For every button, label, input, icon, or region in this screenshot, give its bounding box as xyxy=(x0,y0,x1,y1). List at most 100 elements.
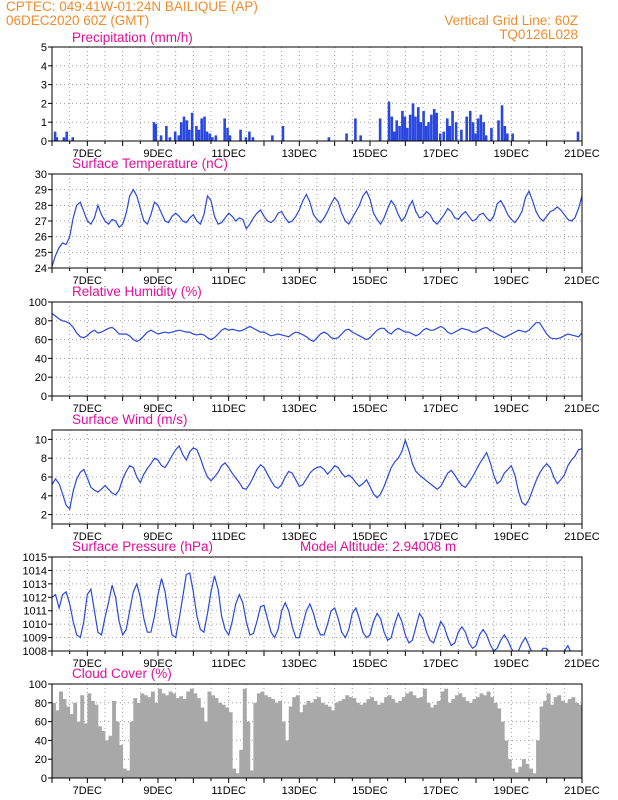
cloud-bar xyxy=(115,721,120,778)
precipitation-bar xyxy=(197,129,201,141)
temperature-ytick-label: 27 xyxy=(35,216,47,228)
cloud-bar xyxy=(66,706,71,778)
cloud-bar xyxy=(327,706,332,778)
wind-ytick-label: 4 xyxy=(41,491,47,503)
humidity-xtick-label: 15DEC xyxy=(352,403,388,415)
cloud-bar xyxy=(331,710,336,778)
cloud-bar xyxy=(444,688,449,778)
precipitation-bar xyxy=(205,131,209,141)
temperature-ytick-label: 28 xyxy=(35,200,47,212)
cloud-bar xyxy=(362,702,367,778)
cloud-bar xyxy=(179,696,184,778)
cloud-bar xyxy=(158,688,162,778)
precipitation-bar xyxy=(419,122,423,141)
humidity-title: Relative Humidity (%) xyxy=(72,284,202,299)
cloud-bar xyxy=(55,710,60,778)
cloud-bar xyxy=(278,700,283,778)
cloud-bar xyxy=(532,773,537,778)
precipitation-bar xyxy=(432,109,436,141)
precipitation-bar xyxy=(165,125,168,141)
cloud-bar xyxy=(338,700,343,778)
cloud-bar xyxy=(398,700,403,778)
cloud-bar xyxy=(560,700,565,778)
precipitation-bar xyxy=(506,133,509,141)
cloud-bar xyxy=(543,700,548,778)
cloud-bar xyxy=(493,702,498,778)
humidity-grid xyxy=(52,302,582,396)
precipitation-bar xyxy=(223,118,226,141)
pressure-ytick-label: 1014 xyxy=(23,565,47,577)
pressure-title: Surface Pressure (hPa) xyxy=(72,539,213,554)
cloud-bar xyxy=(288,706,293,778)
cloud-bar xyxy=(59,691,63,778)
precipitation-bar xyxy=(416,107,420,141)
cloud-bar xyxy=(214,698,219,778)
temperature-ytick-label: 25 xyxy=(35,247,47,259)
cloud-ytick-label: 80 xyxy=(35,698,47,710)
cloud-bar xyxy=(232,768,237,778)
temperature-xtick-label: 19DEC xyxy=(494,275,530,287)
cloud-bar xyxy=(550,704,555,778)
precipitation-bar xyxy=(208,133,212,141)
humidity-xtick-label: 13DEC xyxy=(282,403,318,415)
cloud-bar xyxy=(553,697,558,778)
cloud-bar xyxy=(73,702,78,778)
precipitation-xtick-label: 11DEC xyxy=(211,148,246,160)
cloud-bar xyxy=(546,693,551,778)
cloud-bar xyxy=(182,699,187,778)
cloud-title: Cloud Cover (%) xyxy=(72,666,172,681)
cloud-bar xyxy=(264,695,268,778)
humidity-xtick-label: 11DEC xyxy=(211,403,246,415)
pressure-xtick-label: 9DEC xyxy=(143,658,172,670)
pressure-xtick-label: 17DEC xyxy=(423,658,459,670)
cloud-bar xyxy=(490,697,495,778)
cloud-bar xyxy=(511,768,516,778)
precipitation-bar xyxy=(195,125,198,141)
precipitation-ytick-label: 3 xyxy=(41,80,47,92)
cloud-bar xyxy=(401,697,406,778)
precipitation-bar xyxy=(281,125,285,141)
cloud-bar xyxy=(168,691,173,778)
cloud-bar xyxy=(101,731,106,778)
cloud-xtick-label: 13DEC xyxy=(282,785,318,797)
precipitation-bar xyxy=(398,125,401,141)
cloud-bar xyxy=(196,698,201,778)
wind-xtick-label: 11DEC xyxy=(211,531,246,543)
cloud-bar xyxy=(426,702,431,778)
pressure-ytick-label: 1015 xyxy=(23,552,47,564)
precipitation-bar xyxy=(390,116,394,141)
panel-pressure: Surface Pressure (hPa) Model Altitude: 2.… xyxy=(23,539,600,670)
cloud-bar xyxy=(377,704,381,778)
precipitation-ytick-label: 4 xyxy=(41,61,47,73)
cloud-bar xyxy=(525,763,530,778)
cloud-bar xyxy=(483,695,487,778)
cloud-bar xyxy=(309,702,314,778)
pressure-xtick-label: 7DEC xyxy=(73,658,102,670)
cloud-bar xyxy=(370,697,374,778)
wind-xtick-label: 15DEC xyxy=(352,531,388,543)
precipitation-bar xyxy=(576,131,580,141)
cloud-bar xyxy=(387,695,392,778)
cloud-bar xyxy=(521,759,526,778)
cloud-xtick-label: 19DEC xyxy=(494,785,530,797)
humidity-xtick-label: 19DEC xyxy=(494,403,530,415)
precipitation-bar xyxy=(406,127,409,141)
pressure-xtick-label: 13DEC xyxy=(282,658,318,670)
precipitation-bar xyxy=(465,116,468,141)
cloud-bar xyxy=(415,698,420,778)
cloud-bar xyxy=(380,702,385,778)
cloud-bar xyxy=(423,688,427,778)
cloud-bar xyxy=(193,693,198,778)
cloud-bar xyxy=(69,714,74,778)
cloud-bar xyxy=(507,759,512,778)
temperature-ytick-label: 26 xyxy=(35,232,47,244)
panel-humidity: Relative Humidity (%) 0 20 40 60 80 100 7DEC 9DE… xyxy=(29,284,600,415)
humidity-xtick-label: 21DEC xyxy=(564,403,600,415)
precipitation-bar xyxy=(454,122,458,141)
cloud-bar xyxy=(384,697,389,778)
precipitation-bar xyxy=(482,122,485,141)
precipitation-bar xyxy=(411,103,415,141)
cloud-bar xyxy=(150,691,155,778)
cloud-bar xyxy=(94,704,99,778)
cloud-bar xyxy=(334,702,339,778)
